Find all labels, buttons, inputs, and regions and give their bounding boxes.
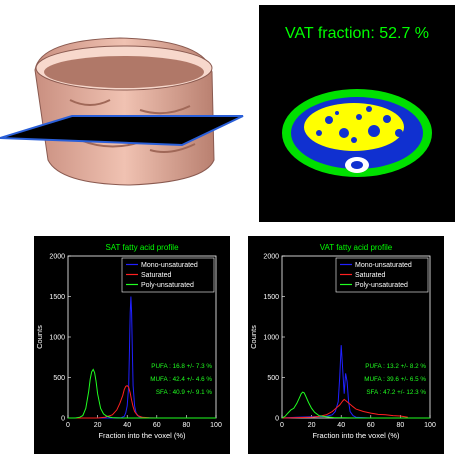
vat-x-tick-label: 0	[280, 422, 284, 429]
sat-y-axis-label: Counts	[35, 325, 44, 349]
slice-plane	[0, 115, 244, 147]
vat-legend-label: Saturated	[355, 272, 385, 279]
vat-speckle	[316, 106, 403, 143]
sat-y-tick-label: 1000	[49, 335, 65, 342]
vat-legend-label: Poly-unsaturated	[355, 282, 408, 289]
vat-x-tick-label: 100	[424, 422, 436, 429]
vat-chart-title: VAT fatty acid profile	[320, 243, 393, 252]
vat-x-tick-label: 40	[337, 422, 345, 429]
sat-legend-label: Mono-unsaturated	[141, 262, 198, 269]
sat-x-tick-label: 80	[183, 422, 191, 429]
spine-canal	[351, 161, 363, 169]
vat-series-poly-unsaturated	[281, 391, 430, 419]
sat-annotation: SFA : 40.9 +/- 9.1 %	[156, 389, 213, 396]
sat-y-tick-label: 500	[53, 375, 65, 382]
sat-x-tick-label: 60	[153, 422, 161, 429]
sat-x-tick-label: 100	[210, 422, 222, 429]
vat-annotation: PUFA : 13.2 +/- 8.2 %	[365, 363, 426, 370]
sat-annotation: PUFA : 16.8 +/- 7.3 %	[151, 363, 212, 370]
sat-series-mono-unsaturated	[68, 296, 216, 419]
vat-y-tick-label: 500	[267, 375, 279, 382]
sat-chart-title: SAT fatty acid profile	[105, 243, 179, 252]
vat-x-tick-label: 20	[308, 422, 316, 429]
sat-series-poly-unsaturated	[68, 368, 216, 419]
sat-legend-label: Saturated	[141, 272, 171, 279]
sat-series-saturated	[68, 384, 216, 419]
vat-region	[304, 103, 404, 151]
sat-annotation: MUFA : 42.4 +/- 4.6 %	[150, 376, 212, 383]
vat-segmentation-panel: VAT fraction: 52.7 %	[259, 5, 455, 222]
vat-x-tick-label: 80	[397, 422, 405, 429]
body-texture	[69, 99, 196, 153]
vat-y-tick-label: 2000	[263, 254, 279, 261]
vat-y-tick-label: 0	[275, 416, 279, 423]
vat-fraction-title: VAT fraction: 52.7 %	[284, 25, 430, 42]
vat-annotation: MUFA : 39.6 +/- 6.5 %	[364, 376, 426, 383]
vat-x-axis-label: Fraction into the voxel (%)	[312, 431, 400, 440]
vat-segmentation-image	[282, 89, 432, 177]
sat-x-tick-label: 20	[94, 422, 102, 429]
sat-y-tick-label: 0	[61, 416, 65, 423]
sat-chart-panel: SAT fatty acid profile 0 20 40 60 80 100 0 500 10…	[34, 236, 230, 454]
sat-x-axis-label: Fraction into the voxel (%)	[98, 431, 186, 440]
vat-series-mono-unsaturated	[281, 345, 430, 419]
vat-chart-panel: VAT fatty acid profile 0 20 40 60 80 100 0 500 10…	[248, 236, 444, 454]
vat-series-saturated	[281, 398, 408, 419]
abdomen-3d-render	[0, 0, 250, 225]
vat-legend-label: Mono-unsaturated	[355, 262, 412, 269]
sat-legend-label: Poly-unsaturated	[141, 282, 194, 289]
vat-y-axis-label: Counts	[249, 325, 258, 349]
sat-y-tick-label: 1500	[49, 294, 65, 301]
vat-x-tick-label: 60	[367, 422, 375, 429]
sat-x-tick-label: 0	[66, 422, 70, 429]
vat-y-tick-label: 1000	[263, 335, 279, 342]
vat-annotation: SFA : 47.2 +/- 12.3 %	[366, 389, 426, 396]
body-top-inner	[44, 56, 204, 88]
vat-y-tick-label: 1500	[263, 294, 279, 301]
sat-y-tick-label: 2000	[49, 254, 65, 261]
abdomen-3d-svg	[0, 37, 244, 186]
sat-x-tick-label: 40	[123, 422, 131, 429]
